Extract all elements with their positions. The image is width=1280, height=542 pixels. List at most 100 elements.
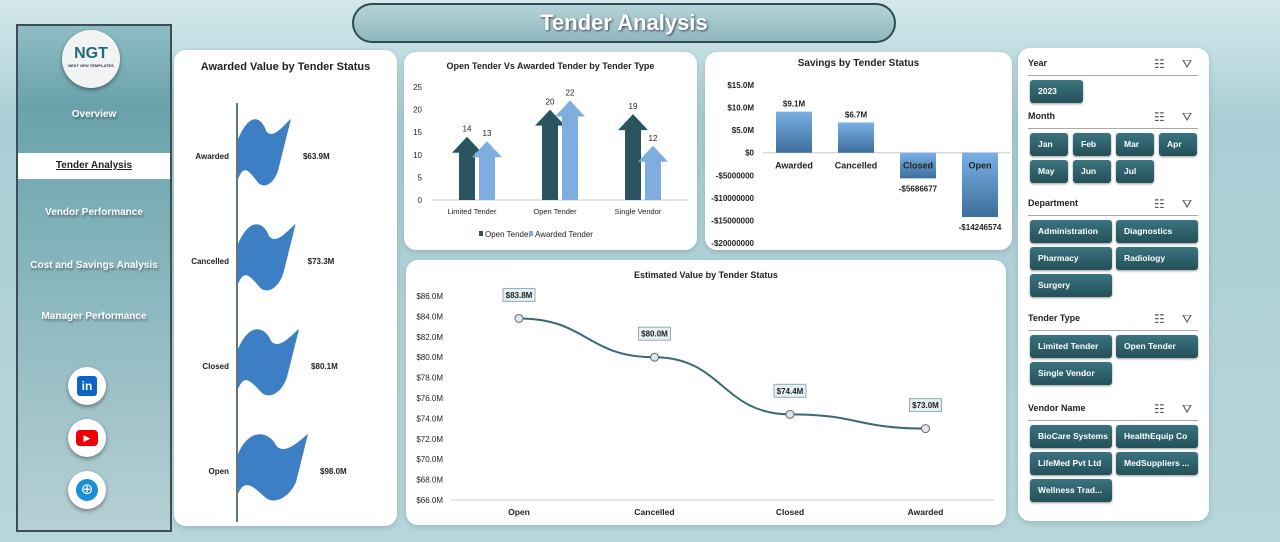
filter-panel: Year ☷ ⛛ 2023 Month ☷ ⛛ Jan Feb Mar Apr May Jun Jul De… (1018, 48, 1209, 521)
estimated-value-card: Estimated Value by Tender Status $86.0M $… (406, 260, 1006, 525)
filter-option-vendor-name[interactable]: MedSuppliers ... (1116, 452, 1198, 475)
flag-bar (238, 224, 296, 291)
multi-select-icon[interactable]: ☷ (1154, 197, 1165, 211)
filter-header-year: Year ☷ ⛛ (1028, 57, 1198, 76)
filter-option-vendor-name[interactable]: HealthEquip Co (1116, 425, 1198, 448)
legend-label: Awarded Tender (535, 230, 593, 239)
clear-filter-icon[interactable]: ⛛ (1182, 57, 1193, 71)
y-tick-label: 20 (413, 106, 422, 115)
clear-filter-icon[interactable]: ⛛ (1182, 312, 1193, 326)
globe-icon[interactable]: ⊕ (68, 471, 106, 509)
y-tick-label: 10 (413, 151, 422, 160)
data-label-box (909, 398, 942, 413)
flag-bar (238, 329, 300, 396)
arrow-bar (618, 114, 648, 200)
savings-bar (900, 152, 936, 179)
multi-select-icon[interactable]: ☷ (1154, 312, 1165, 326)
savings-bar (776, 111, 812, 153)
data-label: $6.7M (845, 110, 868, 119)
y-tick-label: $70.0M (416, 455, 443, 464)
data-label: -$14246574 (959, 223, 1002, 232)
clear-filter-icon[interactable]: ⛛ (1182, 197, 1193, 211)
nav-overview[interactable]: Overview (71, 109, 117, 120)
legend-swatch (529, 231, 533, 236)
data-label: 12 (649, 134, 658, 143)
chart-title: Estimated Value by Tender Status (634, 270, 778, 280)
filter-option-month[interactable]: Jul (1116, 160, 1154, 183)
filter-option-vendor-name[interactable]: LifeMed Pvt Ltd (1030, 452, 1112, 475)
filter-header-department: Department ☷ ⛛ (1028, 197, 1198, 216)
arrow-bar (472, 141, 502, 200)
filter-option-tender-type[interactable]: Open Tender (1116, 335, 1198, 358)
filter-option-department[interactable]: Radiology (1116, 247, 1198, 270)
data-point (514, 313, 524, 323)
multi-select-icon[interactable]: ☷ (1154, 110, 1165, 124)
clear-filter-icon[interactable]: ⛛ (1182, 402, 1193, 416)
chart-title: Savings by Tender Status (797, 58, 920, 69)
clear-filter-icon[interactable]: ⛛ (1182, 110, 1193, 124)
arrow-bar (452, 136, 482, 200)
filter-title: Vendor Name (1028, 403, 1086, 413)
data-label: $74.4M (777, 387, 804, 396)
y-tick-label: 25 (413, 83, 422, 92)
data-label-box (502, 287, 536, 302)
nav-tender-analysis[interactable]: Tender Analysis (18, 153, 170, 179)
legend-label: Open Tender (485, 230, 531, 239)
y-tick-label: $0 (745, 149, 754, 158)
logo: NGT NEXT GEN TEMPLATES (62, 30, 120, 88)
filter-option-month[interactable]: Jun (1073, 160, 1111, 183)
filter-option-month[interactable]: Apr (1159, 133, 1197, 156)
nav-vendor-performance[interactable]: Vendor Performance (45, 207, 143, 218)
arrow-bar (638, 145, 668, 200)
y-tick-label: $5.0M (732, 126, 755, 135)
category-label: Open (209, 467, 230, 476)
y-tick-label: $76.0M (416, 394, 443, 403)
x-tick-label: Awarded (775, 161, 813, 171)
y-tick-label: $78.0M (416, 374, 443, 383)
legend-swatch (479, 231, 483, 236)
arrow-bar (535, 109, 565, 200)
filter-option-department[interactable]: Pharmacy (1030, 247, 1112, 270)
logo-text: NGT (74, 45, 108, 62)
multi-select-icon[interactable]: ☷ (1154, 402, 1165, 416)
filter-option-department[interactable]: Administration (1030, 220, 1112, 243)
flag-bar (238, 434, 308, 501)
filter-option-vendor-name[interactable]: Wellness Trad... (1030, 479, 1112, 502)
filter-option-tender-type[interactable]: Single Vendor (1030, 362, 1112, 385)
filter-option-year[interactable]: 2023 (1030, 80, 1083, 103)
data-label: 22 (566, 89, 575, 98)
filter-option-month[interactable]: Jan (1030, 133, 1068, 156)
filter-option-vendor-name[interactable]: BioCare Systems (1030, 425, 1112, 448)
data-label: $73.3M (308, 257, 335, 266)
category-label: Awarded (195, 152, 229, 161)
filter-title: Year (1028, 58, 1048, 68)
filter-option-month[interactable]: May (1030, 160, 1068, 183)
nav-cost-savings[interactable]: Cost and Savings Analysis (30, 260, 158, 271)
nav-manager-performance[interactable]: Manager Performance (41, 311, 147, 322)
y-tick-label: $80.0M (416, 353, 443, 362)
filter-option-department[interactable]: Surgery (1030, 274, 1112, 297)
filter-option-month[interactable]: Mar (1116, 133, 1154, 156)
filter-option-department[interactable]: Diagnostics (1116, 220, 1198, 243)
y-tick-label: -$15000000 (711, 216, 754, 225)
x-tick-label: Open (508, 507, 530, 517)
category-label: Closed (202, 362, 229, 371)
data-label: $9.1M (783, 100, 806, 109)
data-label: $80.0M (641, 330, 668, 339)
multi-select-icon[interactable]: ☷ (1154, 57, 1165, 71)
y-tick-label: -$10000000 (711, 194, 754, 203)
y-tick-label: $68.0M (416, 476, 443, 485)
youtube-icon[interactable]: ▶ (68, 419, 106, 457)
x-tick-label: Closed (776, 507, 804, 517)
data-label: 13 (483, 129, 492, 138)
data-label-box (638, 326, 671, 341)
filter-option-month[interactable]: Feb (1073, 133, 1111, 156)
x-tick-label: Closed (903, 161, 933, 171)
filter-header-tender-type: Tender Type ☷ ⛛ (1028, 312, 1198, 331)
chart-title: Awarded Value by Tender Status (200, 61, 371, 73)
sidebar: NGT NEXT GEN TEMPLATES Overview Tender An… (16, 24, 172, 532)
filter-option-tender-type[interactable]: Limited Tender (1030, 335, 1112, 358)
linkedin-icon[interactable]: in (68, 367, 106, 405)
y-tick-label: $74.0M (416, 414, 443, 423)
x-tick-label: Open (968, 161, 991, 171)
